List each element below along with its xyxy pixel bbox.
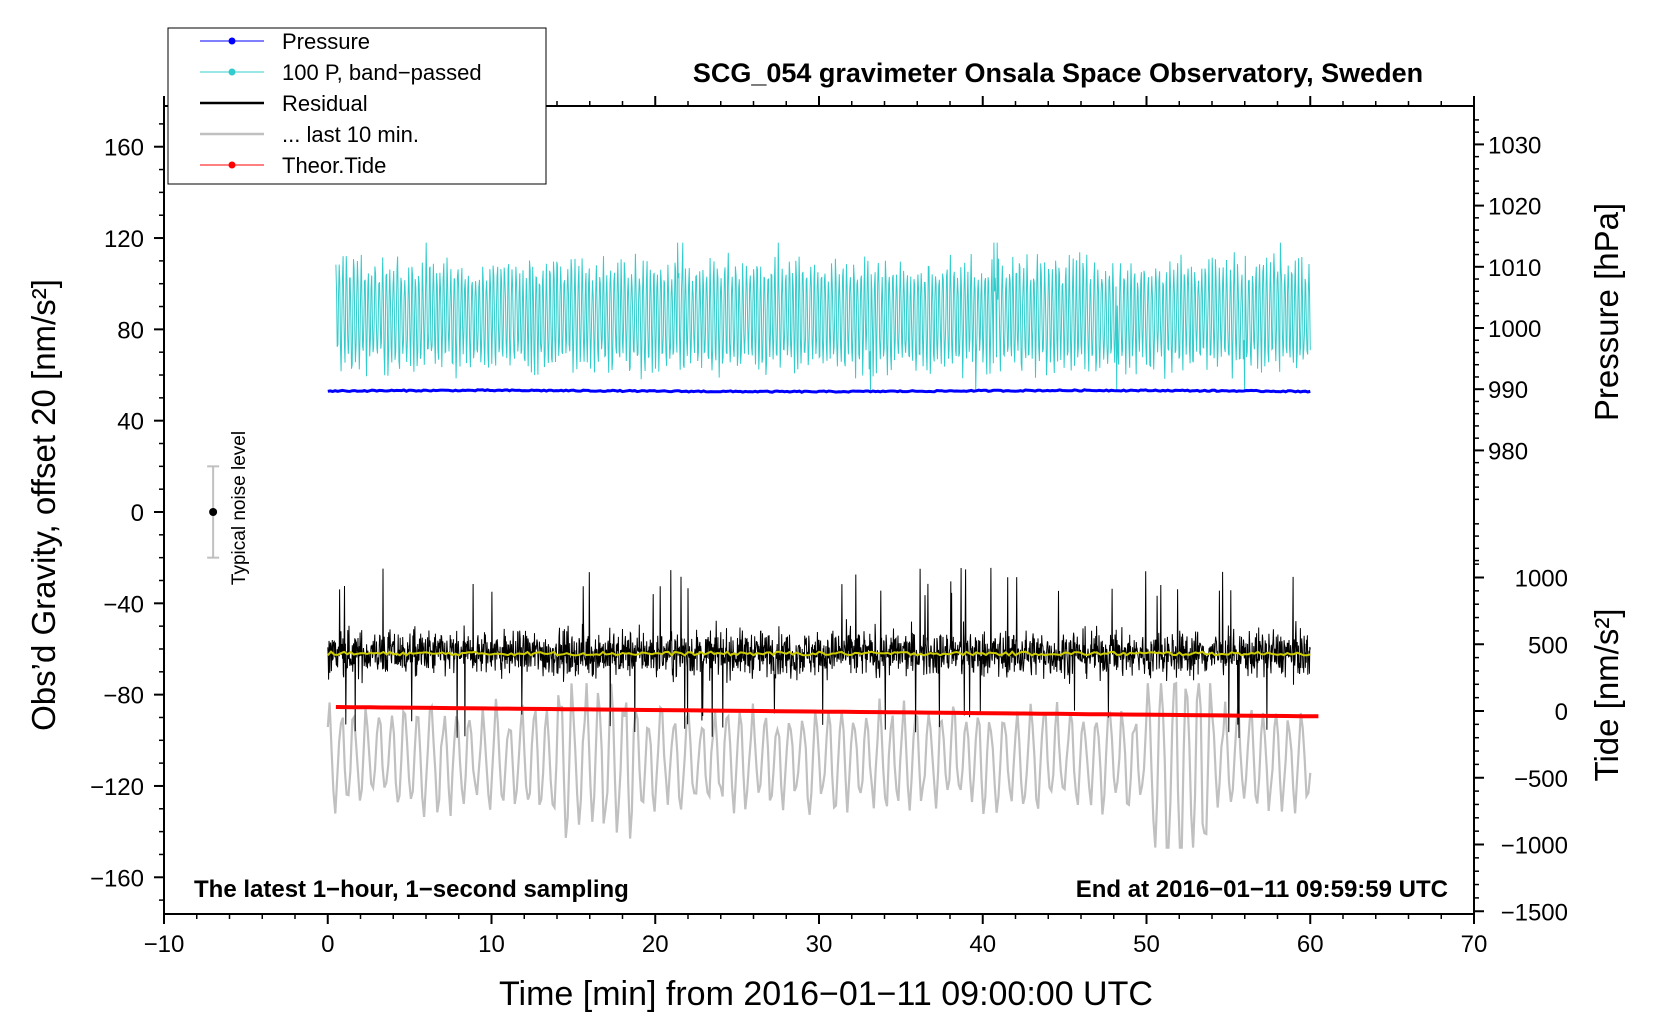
legend-marker: [228, 68, 236, 76]
y-tide-tick-label: −500: [1514, 766, 1568, 793]
y-axis-tide-label: Tide [nm/s²]: [1588, 609, 1625, 782]
y-axis-left-label: Obs’d Gravity, offset 20 [nm/s²]: [25, 279, 62, 731]
x-tick-label: 0: [321, 931, 334, 958]
noise-level-label: Typical noise level: [229, 431, 250, 585]
y-pressure-tick-label: 990: [1488, 377, 1528, 404]
legend-entry: Theor.Tide: [200, 153, 386, 178]
y-left-tick-label: 160: [104, 135, 144, 162]
x-tick-label: 40: [969, 931, 996, 958]
legend-label: Theor.Tide: [282, 153, 386, 178]
x-tick-label: 30: [806, 931, 833, 958]
legend-label: Pressure: [282, 29, 370, 54]
y-pressure-tick-label: 1020: [1488, 194, 1541, 221]
data-series: [326, 242, 1319, 849]
annotation-end-time: End at 2016−01−11 09:59:59 UTC: [1076, 876, 1448, 903]
legend-label: Residual: [282, 91, 368, 116]
x-tick-label: 70: [1461, 931, 1488, 958]
legend-marker: [228, 37, 236, 45]
series-theoretical-tide: [335, 705, 1319, 719]
legend-entry: Pressure: [200, 29, 370, 54]
legend-label: ... last 10 min.: [282, 122, 419, 147]
y-left-tick-label: −80: [103, 683, 144, 710]
y-tide-tick-label: −1000: [1501, 833, 1568, 860]
annotation-sampling: The latest 1−hour, 1−second sampling: [194, 876, 629, 903]
y-pressure-tick-label: 1030: [1488, 132, 1541, 159]
x-axis-label: Time [min] from 2016−01−11 09:00:00 UTC: [499, 975, 1153, 1013]
series-pressure: [327, 388, 1311, 394]
y-left-tick-label: −120: [90, 774, 144, 801]
y-pressure-tick-label: 1010: [1488, 255, 1541, 282]
legend-entries: Pressure 100 P, band−passed Residual ... la…: [200, 29, 482, 178]
y-pressure-tick-label: 1000: [1488, 316, 1541, 343]
series-pressure-bandpassed: [335, 242, 1311, 392]
axis-ticks: −10 0 10 20 30 40 50 60 7016012080400−40−80−120−…: [90, 96, 1568, 958]
y-left-tick-label: 0: [131, 500, 144, 527]
y-left-tick-label: 120: [104, 226, 144, 253]
x-tick-label: 10: [478, 931, 505, 958]
legend-entry: 100 P, band−passed: [200, 60, 482, 85]
y-tide-tick-label: 1000: [1515, 566, 1568, 593]
noise-bar-center-dot: [209, 508, 218, 516]
legend-entry: ... last 10 min.: [200, 122, 419, 147]
x-tick-label: −10: [144, 931, 185, 958]
legend-box: [167, 27, 547, 185]
series-residual: [327, 567, 1311, 739]
y-tide-tick-label: 500: [1528, 632, 1568, 659]
y-left-tick-label: 80: [117, 317, 144, 344]
legend: Pressure 100 P, band−passed Residual ... la…: [167, 27, 547, 185]
y-axis-pressure-label: Pressure [hPa]: [1588, 203, 1625, 421]
y-left-tick-label: −160: [90, 865, 144, 892]
y-tide-tick-label: 0: [1555, 699, 1568, 726]
y-left-tick-label: −40: [103, 591, 144, 618]
x-tick-label: 60: [1297, 931, 1324, 958]
x-tick-label: 50: [1133, 931, 1160, 958]
legend-entry: Residual: [200, 91, 368, 116]
y-tide-tick-label: −1500: [1501, 899, 1568, 926]
legend-marker: [228, 161, 236, 169]
noise-level-indicator: [207, 465, 220, 559]
y-pressure-tick-label: 980: [1488, 438, 1528, 465]
legend-label: 100 P, band−passed: [282, 60, 482, 85]
chart-title: SCG_054 gravimeter Onsala Space Observat…: [693, 58, 1423, 88]
series-residual-smoothed: [327, 650, 1311, 657]
x-tick-label: 20: [642, 931, 669, 958]
y-left-tick-label: 40: [117, 409, 144, 436]
